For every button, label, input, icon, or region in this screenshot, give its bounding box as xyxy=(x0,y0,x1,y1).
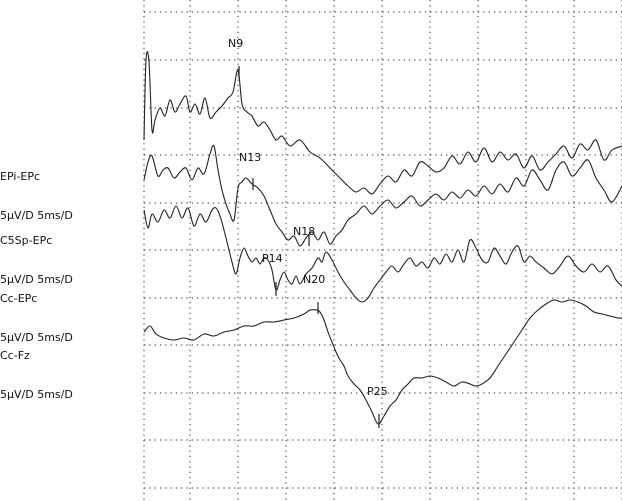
channel-4-name: Cc-Fz xyxy=(0,349,30,362)
peak-label-p25: P25 xyxy=(367,385,388,398)
channel-2-scale: 5µV/D 5ms/D xyxy=(0,273,73,286)
channel-label-4: Cc-Fz 5µV/D 5ms/D xyxy=(0,323,73,427)
peak-marker-group xyxy=(238,66,380,428)
peak-label-n9: N9 xyxy=(228,37,243,50)
trace-epi-epc xyxy=(143,51,622,195)
trace-cc-epc xyxy=(143,205,622,303)
channel-3-scale: 5µV/D 5ms/D xyxy=(0,331,73,344)
channel-2-name: C5Sp-EPc xyxy=(0,234,53,247)
dotted-grid xyxy=(143,0,622,501)
channel-label-2: C5Sp-EPc 5µV/D 5ms/D xyxy=(0,208,73,312)
peak-label-n13: N13 xyxy=(239,151,261,164)
trace-group xyxy=(143,51,622,425)
peak-label-p14: P14 xyxy=(262,252,283,265)
channel-label-3: Cc-EPc 5µV/D 5ms/D xyxy=(0,266,73,370)
channel-3-name: Cc-EPc xyxy=(0,292,38,305)
peak-label-n18: N18 xyxy=(293,225,315,238)
channel-1-scale: 5µV/D 5ms/D xyxy=(0,209,73,222)
trace-cc-fz xyxy=(143,299,622,425)
peak-label-n20: N20 xyxy=(303,273,325,286)
peak-label-group: N9 N13 N18 P14 N20 P25 xyxy=(228,37,388,398)
channel-label-1: EPi-EPc 5µV/D 5ms/D xyxy=(0,144,73,248)
channel-1-name: EPi-EPc xyxy=(0,170,40,183)
trace-c5sp-epc xyxy=(143,144,622,247)
channel-4-scale: 5µV/D 5ms/D xyxy=(0,388,73,401)
